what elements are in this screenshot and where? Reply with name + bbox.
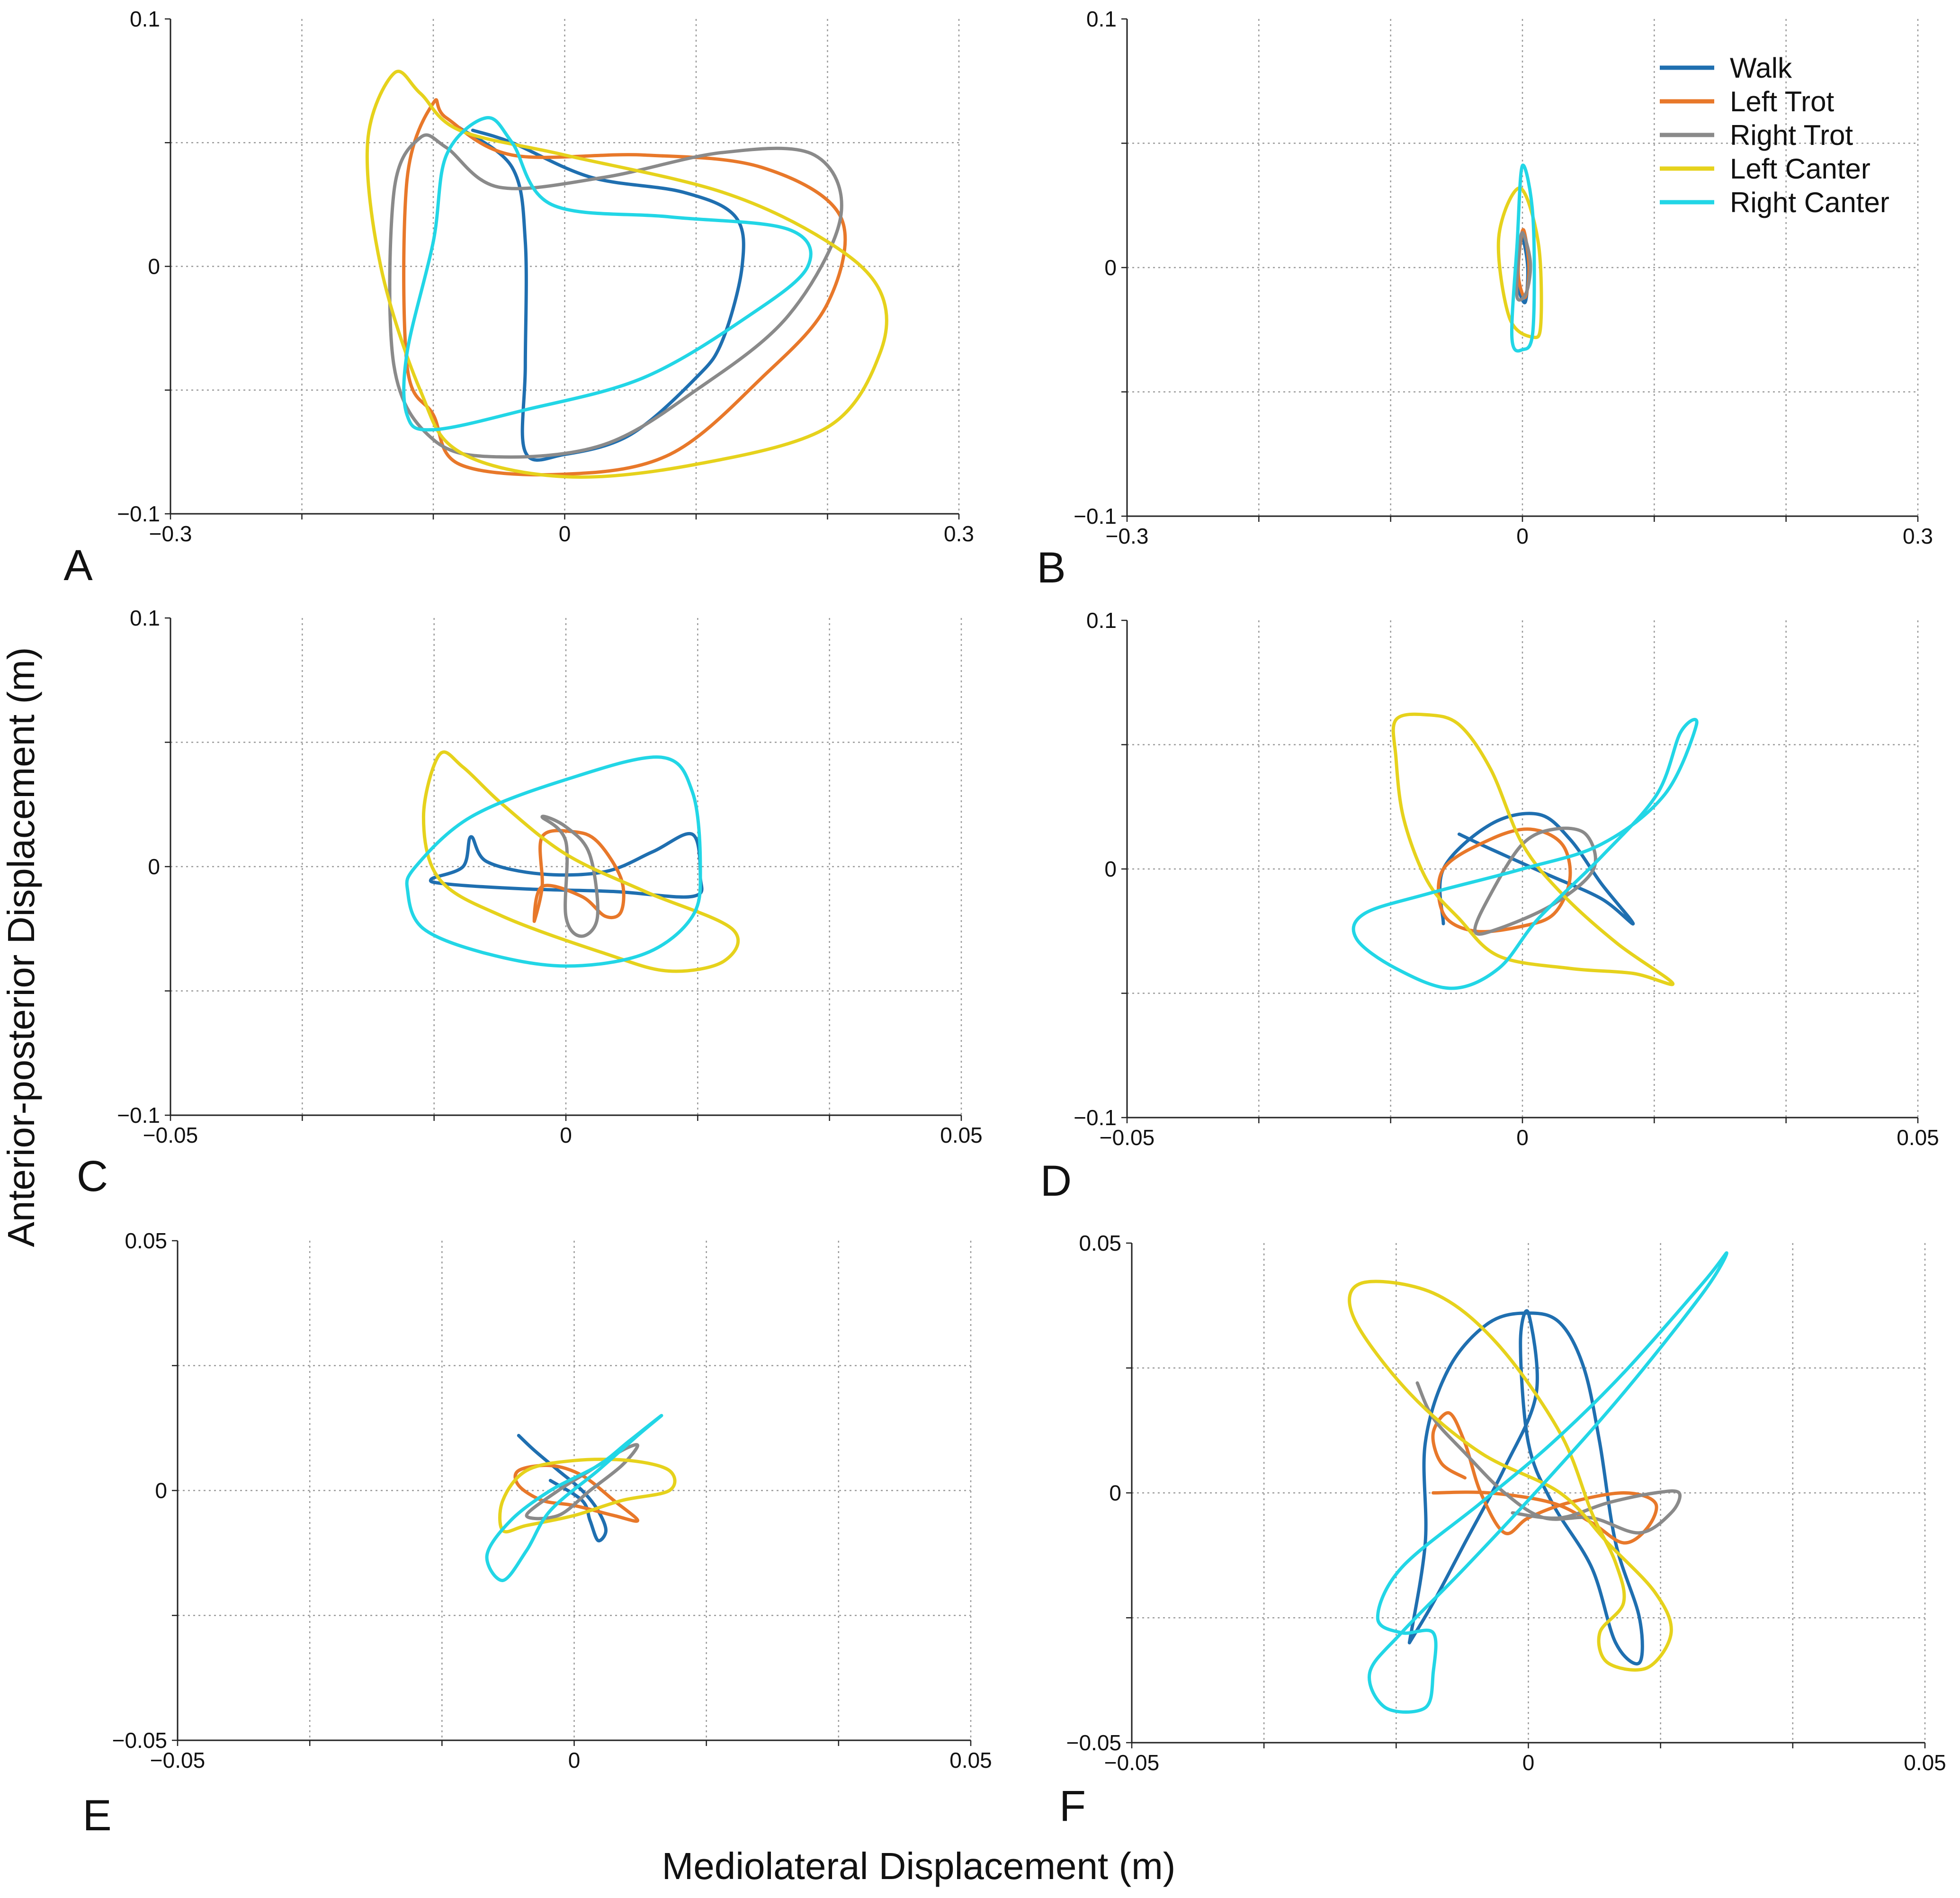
y-tick-label: −0.1 (117, 1103, 160, 1128)
x-tick-label: 0 (1522, 1750, 1535, 1775)
x-tick-label: 0.3 (1903, 524, 1933, 548)
y-tick-label: 0.1 (1086, 7, 1117, 31)
series-line-left-canter (421, 750, 740, 973)
legend-label: Right Trot (1730, 119, 1853, 151)
legend-label: Walk (1730, 52, 1792, 84)
y-tick-label: −0.1 (117, 501, 160, 526)
series-line-right-trot (540, 815, 600, 938)
y-tick-label: 0 (148, 854, 160, 879)
series-line-walk (458, 126, 745, 462)
series-line-right-trot (1515, 231, 1532, 302)
panel-letter: F (1059, 1782, 1086, 1830)
series-line-walk (1407, 1309, 1644, 1665)
x-tick-label: 0.05 (1904, 1750, 1946, 1775)
series-line-right-trot (1415, 1381, 1682, 1535)
y-tick-label: 0 (1109, 1481, 1121, 1505)
y-tick-label: 0.05 (125, 1228, 167, 1253)
series-line-right-canter (1510, 163, 1536, 353)
x-tick-label: 0 (1516, 1125, 1529, 1150)
series-line-walk (1438, 812, 1635, 926)
x-tick-label: 0 (560, 1123, 572, 1147)
x-tick-label: 0 (559, 521, 571, 546)
x-tick-label: −0.05 (150, 1748, 205, 1773)
y-tick-label: 0.05 (1079, 1231, 1121, 1255)
x-tick-label: −0.3 (149, 521, 192, 546)
panel-e: −0.05 0 0.05 −0.05 0 0.05 E (82, 1228, 992, 1840)
y-tick-label: 0.1 (1086, 608, 1117, 633)
x-tick-label: −0.05 (143, 1123, 198, 1147)
y-tick-label: 0 (155, 1478, 167, 1503)
series-line-right-canter (485, 1414, 663, 1582)
x-tick-label: 0 (568, 1748, 581, 1773)
legend-label: Left Canter (1730, 153, 1871, 185)
legend-label: Right Canter (1730, 187, 1889, 218)
panel-letter: C (77, 1152, 108, 1200)
x-tick-label: 0.3 (944, 521, 974, 546)
legend-label: Left Trot (1730, 86, 1834, 117)
series-line-walk (429, 832, 704, 899)
panel-f: −0.05 0 0.05 −0.05 0 0.05 F (1059, 1231, 1946, 1830)
x-tick-label: −0.05 (1104, 1750, 1159, 1775)
series-line-right-trot (388, 133, 843, 459)
y-tick-label: 0 (1104, 255, 1117, 280)
y-tick-label: −0.05 (1066, 1730, 1121, 1755)
panel-b: −0.3 0 0.3 −0.1 0 0.1 B (1037, 7, 1933, 592)
x-tick-label: 0 (1516, 524, 1529, 548)
y-tick-label: 0 (1104, 857, 1117, 881)
series-line-left-canter (365, 70, 888, 479)
panel-c: −0.05 0 0.05 −0.1 0 0.1 C (77, 606, 983, 1200)
x-tick-label: −0.05 (1100, 1125, 1155, 1150)
series-line-right-canter (1368, 1251, 1728, 1714)
y-tick-label: −0.1 (1074, 1105, 1117, 1130)
x-tick-label: 0.05 (940, 1123, 983, 1147)
series-line-left-trot (402, 98, 847, 477)
series-line-left-canter (498, 1458, 677, 1534)
panel-letter: A (63, 541, 93, 590)
panel-a: −0.3 0 0.3 −0.1 0 0.1 A (63, 7, 974, 590)
panel-letter: D (1040, 1157, 1072, 1205)
panels-layer: −0.3 0 0.3 −0.1 0 0.1 A −0.3 0 0.3 −0.1 0 0.1 B −0.05 0… (63, 7, 1946, 1840)
series-line-right-canter (402, 116, 813, 432)
y-axis-title: Anterior-posterior Displacement (m) (0, 647, 42, 1247)
y-tick-label: −0.05 (112, 1728, 167, 1753)
y-tick-label: −0.1 (1074, 504, 1117, 528)
x-tick-label: 0.05 (949, 1748, 992, 1773)
series-line-right-trot (525, 1443, 639, 1521)
series-line-left-trot (513, 1463, 639, 1523)
series-line-left-canter (1348, 1280, 1673, 1672)
y-tick-label: 0.1 (130, 7, 160, 31)
series-line-right-canter (1351, 717, 1699, 990)
y-tick-label: 0 (148, 254, 160, 279)
series-line-left-canter (1391, 712, 1674, 986)
panel-letter: B (1037, 544, 1065, 592)
x-tick-label: −0.3 (1106, 524, 1149, 548)
series-line-right-trot (1473, 826, 1597, 936)
panel-letter: E (82, 1791, 111, 1840)
x-axis-title: Mediolateral Displacement (m) (662, 1845, 1176, 1887)
panel-d: −0.05 0 0.05 −0.1 0 0.1 D (1040, 608, 1939, 1205)
series-line-right-canter (405, 755, 702, 968)
y-tick-label: 0.1 (130, 606, 160, 630)
x-tick-label: 0.05 (1897, 1125, 1939, 1150)
series-line-left-trot (1431, 1411, 1658, 1545)
